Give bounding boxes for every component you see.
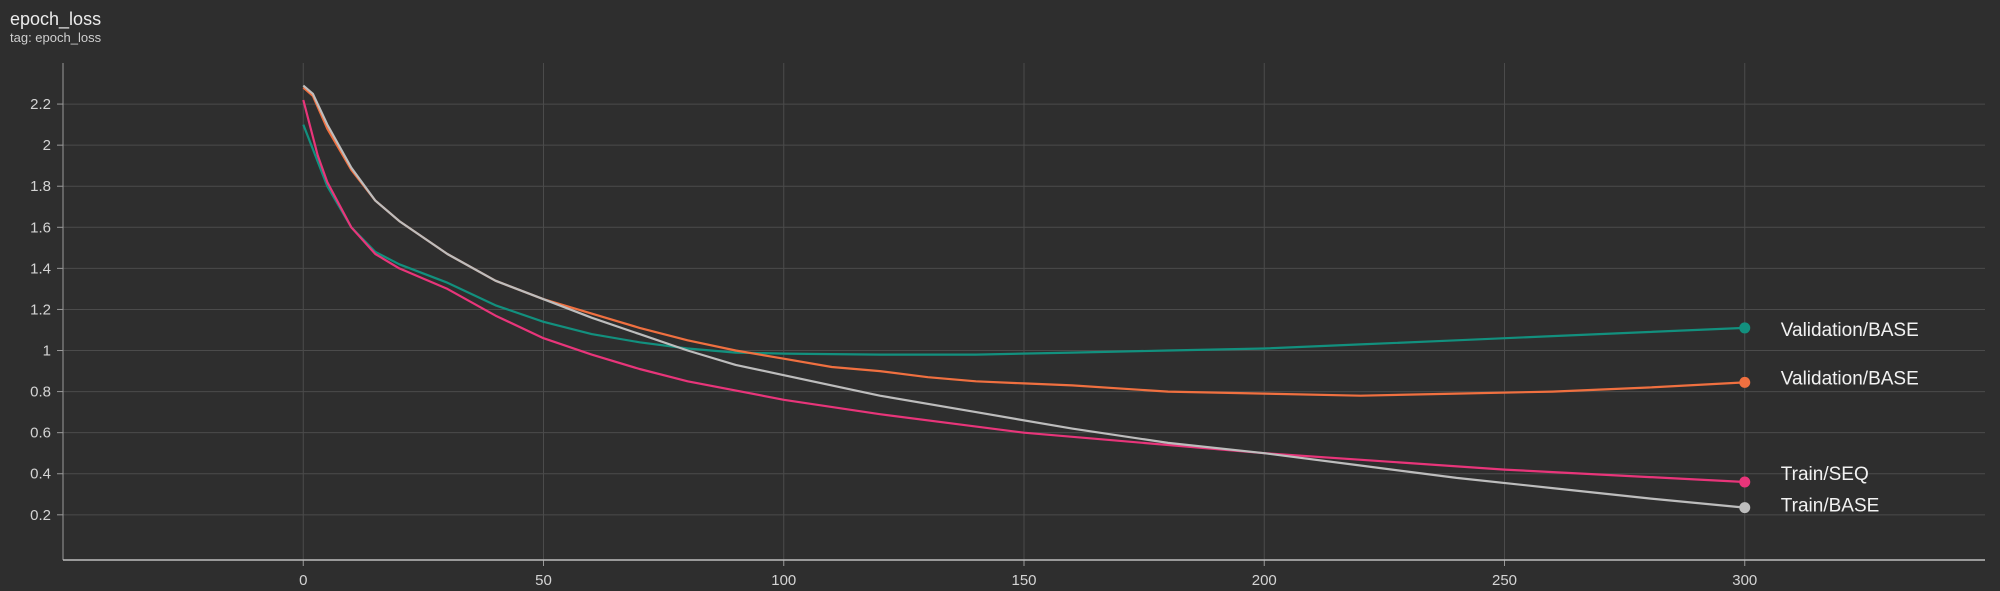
x-tick-label: 100 — [771, 572, 796, 589]
chart-subtitle: tag: epoch_loss — [10, 30, 102, 45]
x-tick-label: 300 — [1732, 572, 1757, 589]
chart-header: epoch_loss tag: epoch_loss — [10, 8, 101, 46]
y-tick-label: 1 — [43, 343, 51, 360]
y-tick-label: 2 — [43, 137, 51, 154]
y-tick-label: 1.4 — [30, 260, 51, 277]
y-tick-label: 0.6 — [30, 425, 51, 442]
y-tick-label: 1.2 — [30, 301, 51, 318]
x-tick-label: 200 — [1252, 572, 1277, 589]
x-tick-label: 0 — [299, 572, 307, 589]
series-end-point-0[interactable] — [1739, 322, 1751, 334]
y-tick-label: 1.6 — [30, 219, 51, 236]
y-tick-label: 1.8 — [30, 178, 51, 195]
series-end-point-1[interactable] — [1739, 376, 1751, 388]
chart-title: epoch_loss — [10, 9, 102, 29]
series-line-3[interactable] — [302, 84, 1745, 509]
series-label-1: Validation/BASE — [1781, 368, 1919, 389]
series-label-3: Train/BASE — [1781, 496, 1880, 517]
y-tick-label: 0.2 — [30, 507, 51, 524]
y-tick-label: 2.2 — [30, 96, 51, 113]
x-tick-label: 50 — [535, 572, 552, 589]
series-end-point-3[interactable] — [1739, 502, 1751, 514]
series-line-2[interactable] — [302, 99, 1745, 484]
series-line-0[interactable] — [302, 124, 1745, 356]
y-tick-label: 0.4 — [30, 466, 51, 483]
x-tick-label: 150 — [1011, 572, 1036, 589]
series-end-point-2[interactable] — [1739, 476, 1751, 488]
series-label-2: Train/SEQ — [1781, 464, 1869, 485]
y-tick-label: 0.8 — [30, 384, 51, 401]
series-label-0: Validation/BASE — [1781, 320, 1919, 341]
x-tick-label: 250 — [1492, 572, 1517, 589]
